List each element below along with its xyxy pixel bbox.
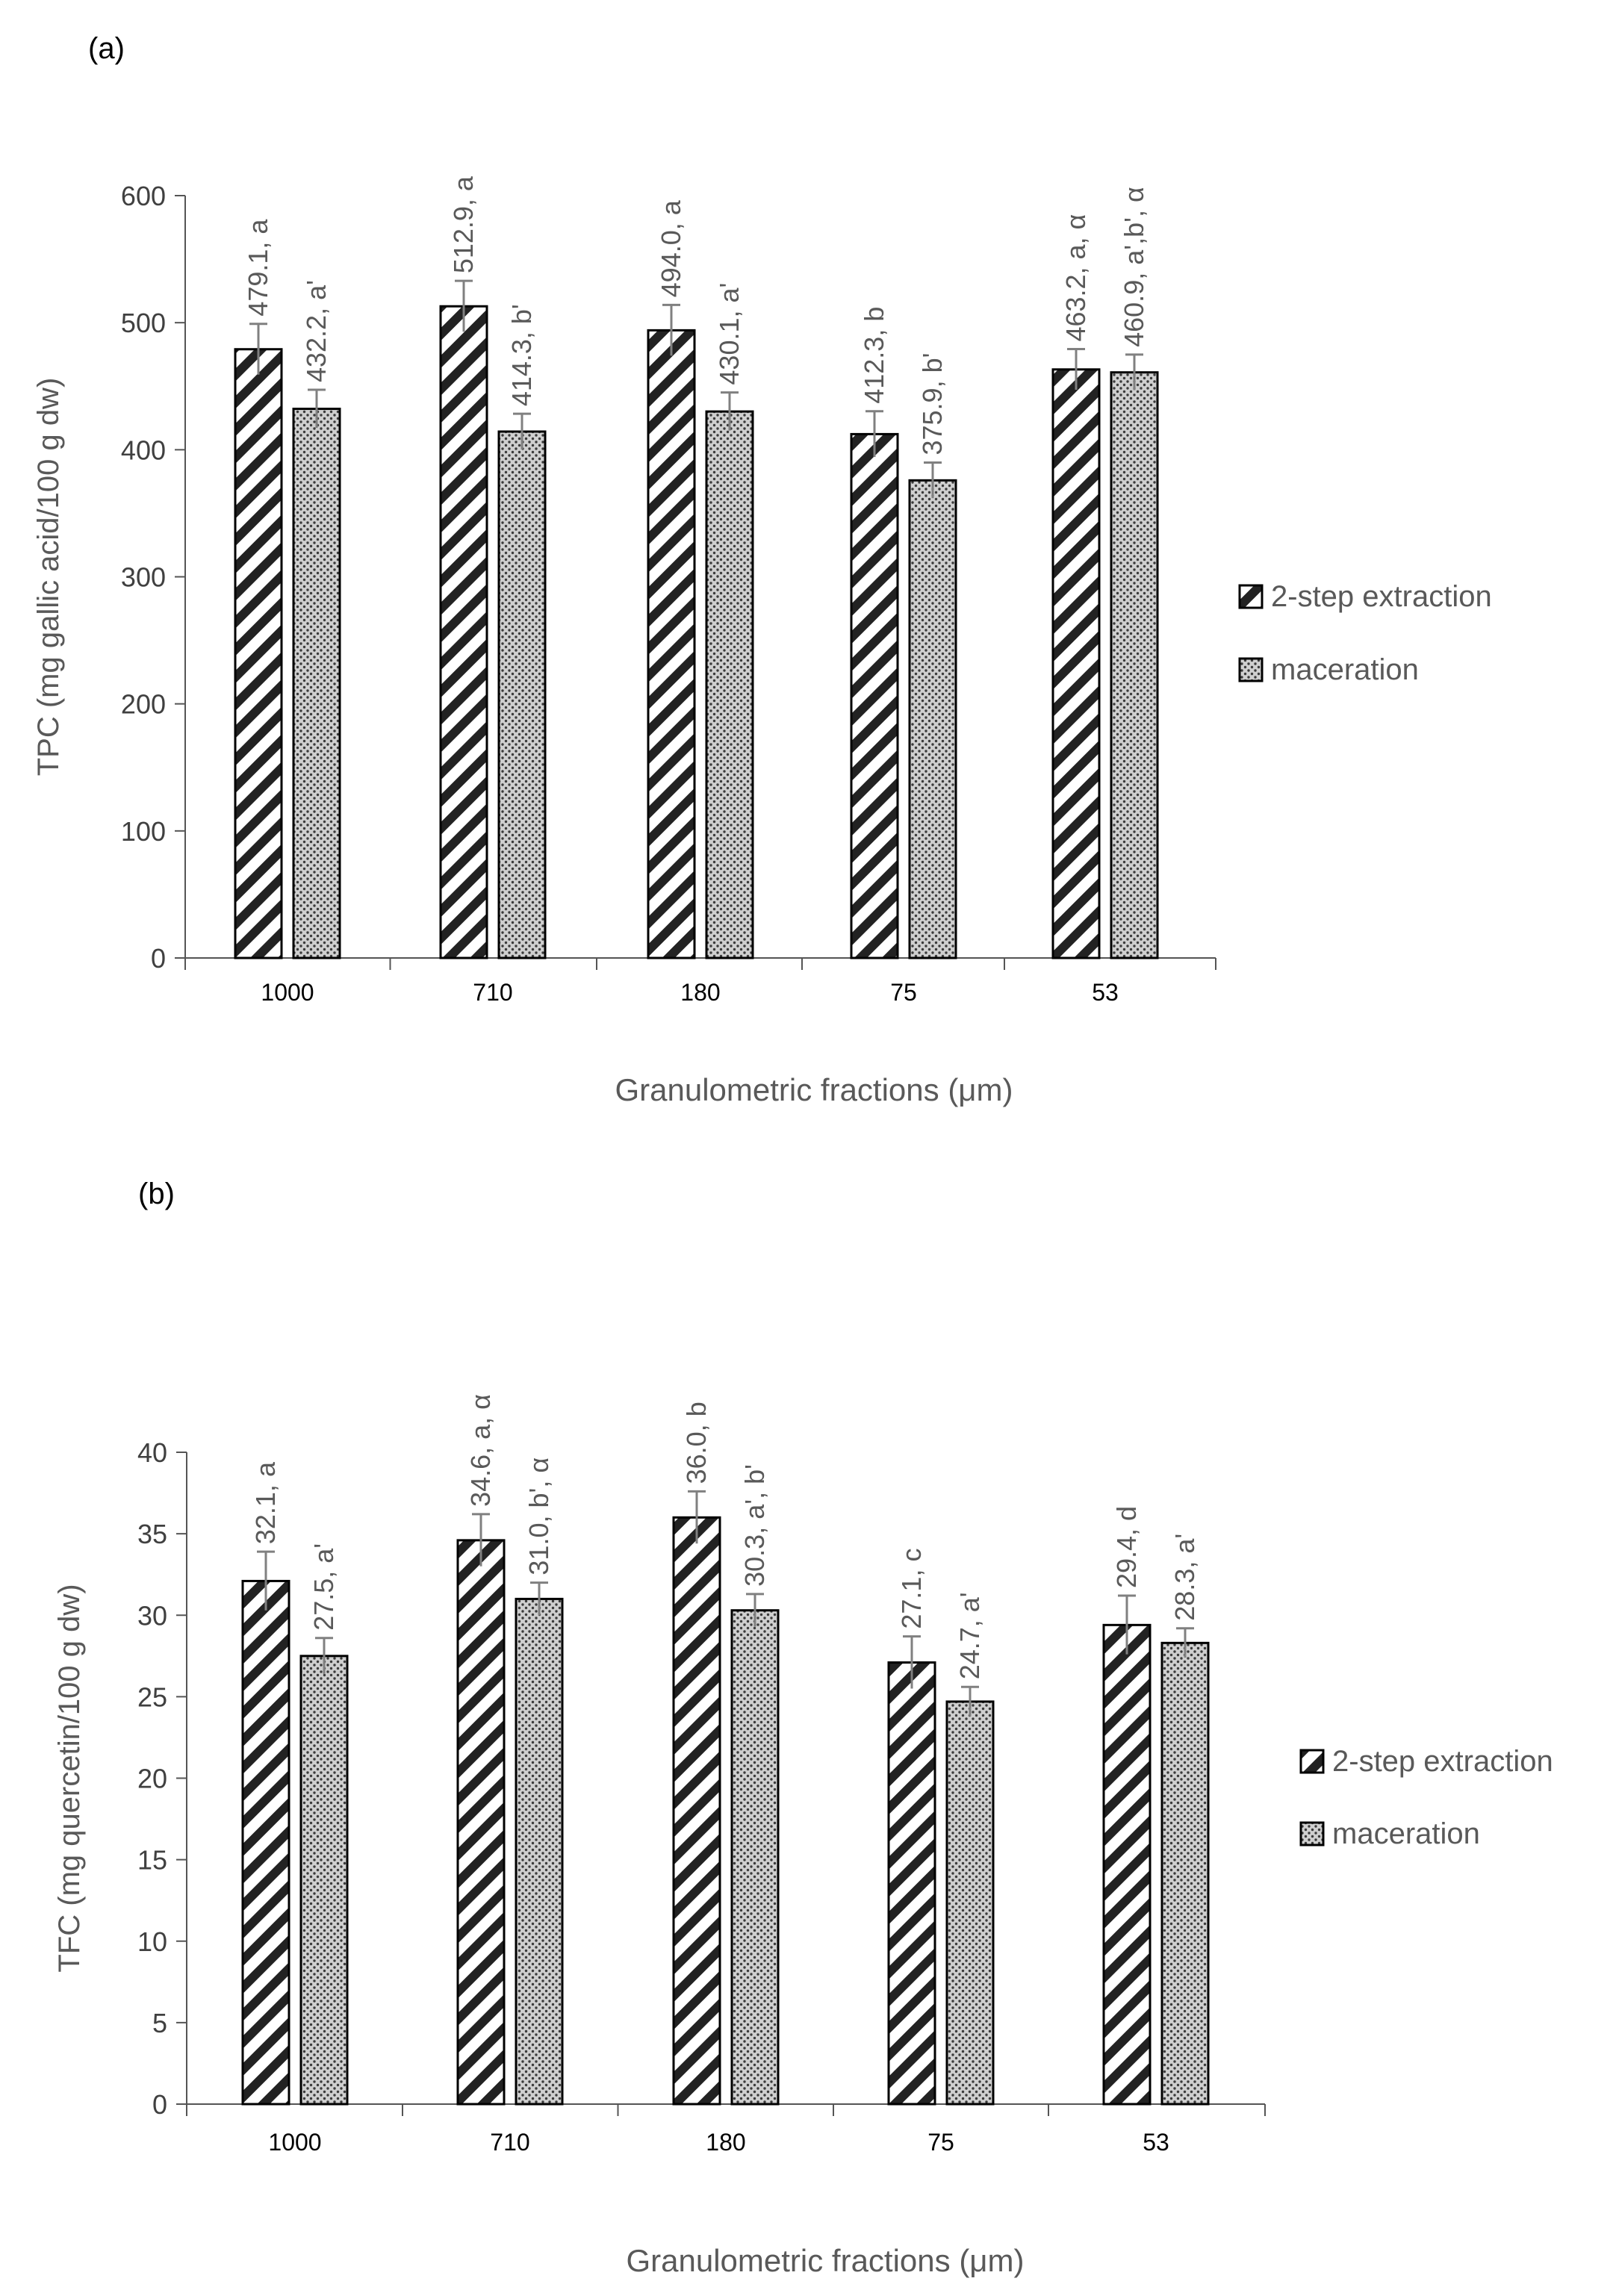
y-tick-label: 500: [121, 308, 166, 338]
data-label: 512.9, a: [448, 175, 479, 273]
legend-label: maceration: [1332, 1817, 1480, 1850]
bar-two-step: [887, 1661, 936, 2106]
y-tick-label: 400: [121, 435, 166, 465]
bar-maceration: [1110, 371, 1159, 959]
data-label: 432.2, a': [301, 280, 332, 382]
data-label: 375.9, b': [917, 353, 948, 455]
y-tick-label: 200: [121, 689, 166, 720]
chart-panel-b: (b) 0 5 10 15 20 25 30 35 40 1000 710 180 75 53 32.1, a…: [53, 1177, 1553, 2278]
data-label: 494.0, a: [656, 199, 686, 297]
bar-maceration: [497, 430, 547, 959]
legend-label: 2-step extraction: [1332, 1745, 1553, 1778]
bar-two-step: [234, 348, 283, 959]
bar-two-step: [850, 432, 899, 959]
data-label: 28.3, a': [1169, 1534, 1200, 1621]
data-label: 36.0, b: [681, 1401, 712, 1484]
chart-panel-a: (a) 0 100 200 300 400 500 600 1000 710 180 75 53 479.…: [32, 32, 1492, 1107]
bar-maceration: [945, 1700, 995, 2106]
bar-maceration: [515, 1597, 564, 2106]
y-tick-label: 600: [121, 181, 166, 211]
y-tick-label: 30: [137, 1600, 167, 1631]
legend-label: 2-step extraction: [1271, 580, 1492, 613]
legend: 2-step extraction maceration: [1299, 1745, 1553, 1850]
legend-swatch-maceration: [1238, 657, 1264, 682]
y-tick-label: 25: [137, 1681, 167, 1712]
y-tick-label: 10: [137, 1926, 167, 1957]
y-tick-label: 0: [151, 943, 166, 974]
data-label: 430.1, a': [714, 283, 745, 385]
data-label: 29.4, d: [1111, 1506, 1142, 1588]
bar-maceration: [730, 1609, 780, 2106]
x-tick-label: 75: [890, 979, 917, 1006]
legend: 2-step extraction maceration: [1238, 580, 1492, 686]
x-tick-label: 180: [706, 2129, 745, 2156]
legend-label: maceration: [1271, 653, 1419, 686]
bar-two-step: [439, 305, 488, 959]
bar-two-step: [1051, 368, 1101, 959]
y-tick-label: 20: [137, 1764, 167, 1794]
bar-two-step: [672, 1516, 721, 2106]
x-tick-label: 180: [680, 979, 720, 1006]
data-label: 30.3, a', b': [739, 1464, 770, 1587]
data-label: 479.1, a: [243, 219, 273, 317]
data-label: 414.3, b': [506, 304, 537, 406]
bar-maceration: [299, 1655, 349, 2106]
panel-label: (a): [88, 32, 125, 65]
x-tick-label: 75: [927, 2129, 954, 2156]
legend-swatch-two-step: [1299, 1749, 1325, 1774]
x-tick-label: 53: [1143, 2129, 1169, 2156]
x-tick-label: 1000: [261, 979, 314, 1006]
y-tick-label: 300: [121, 562, 166, 593]
bar-two-step: [456, 1539, 506, 2106]
x-tick-label: 710: [473, 979, 512, 1006]
data-label: 24.7, a': [954, 1592, 985, 1679]
x-axis-label: Granulometric fractions (μm): [615, 1072, 1013, 1107]
bar-maceration: [1160, 1641, 1210, 2106]
x-tick-label: 710: [490, 2129, 529, 2156]
legend-swatch-maceration: [1299, 1821, 1325, 1847]
panel-label: (b): [138, 1177, 175, 1210]
data-label: 31.0, b', α: [523, 1457, 554, 1575]
data-label: 27.5, a': [308, 1543, 339, 1631]
bar-two-step: [1102, 1623, 1152, 2106]
y-tick-label: 35: [137, 1519, 167, 1549]
y-axis-label: TFC (mg quercetin/100 g dw): [53, 1584, 86, 1972]
legend-swatch-two-step: [1238, 584, 1264, 609]
y-tick-label: 100: [121, 816, 166, 847]
bar-two-step: [241, 1579, 290, 2106]
data-label: 32.1, a: [250, 1461, 281, 1544]
bar-two-step: [647, 329, 696, 959]
y-tick-label: 15: [137, 1845, 167, 1876]
data-label: 463.2, a, α: [1060, 214, 1091, 342]
bar-maceration: [292, 408, 341, 959]
bar-maceration: [705, 410, 754, 959]
y-tick-label: 0: [152, 2089, 167, 2120]
x-tick-label: 1000: [268, 2129, 321, 2156]
data-label: 412.3, b: [859, 307, 889, 404]
x-axis-label: Granulometric fractions (μm): [627, 2243, 1025, 2278]
data-label: 27.1, c: [896, 1549, 927, 1629]
data-label: 460.9, a',b', α: [1119, 187, 1149, 347]
x-tick-label: 53: [1092, 979, 1119, 1006]
y-tick-label: 40: [137, 1437, 167, 1468]
bar-maceration: [908, 479, 957, 959]
y-axis-label: TPC (mg gallic acid/100 g dw): [32, 378, 65, 777]
data-label: 34.6, a, α: [465, 1394, 496, 1507]
y-tick-label: 5: [152, 2008, 167, 2038]
